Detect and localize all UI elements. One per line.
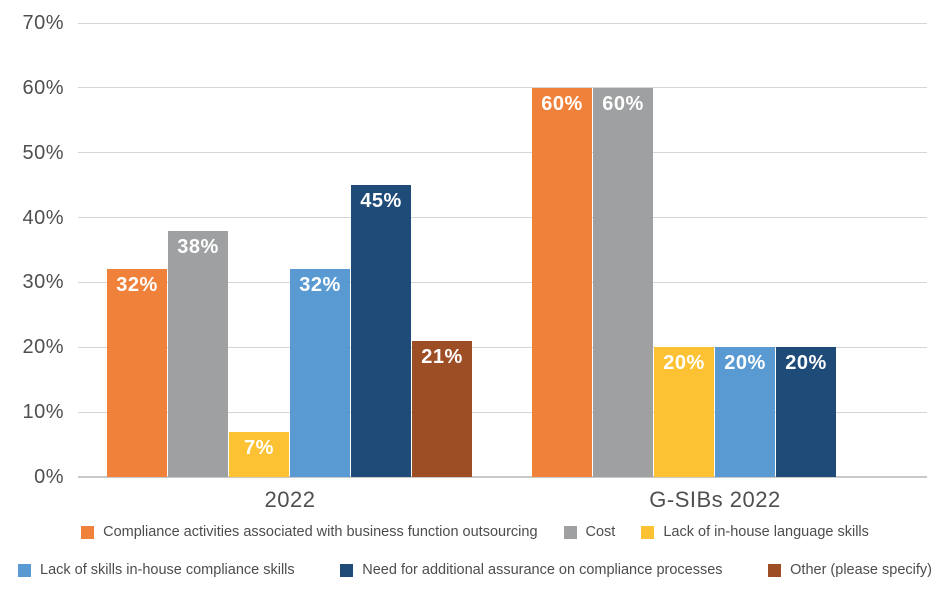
bar-1-2022: 32% [107, 269, 167, 477]
bar-1-g-sibs-2022: 60% [532, 87, 592, 477]
y-axis-tick-label: 10% [22, 401, 64, 424]
gridline [78, 87, 927, 89]
legend-item-label: Lack of skills in-house compliance skill… [40, 562, 295, 578]
y-axis-tick-label: 70% [22, 12, 64, 34]
bar-value-label: 21% [421, 345, 463, 368]
y-axis-tick-label: 0% [34, 466, 64, 488]
bar-value-label: 20% [724, 352, 766, 375]
gridline [78, 217, 927, 219]
y-axis-tick-label: 60% [22, 76, 64, 99]
legend-item-5: Need for additional assurance on complia… [340, 562, 723, 578]
legend-item-label: Lack of in-house language skills [663, 524, 869, 540]
bar-value-label: 20% [663, 352, 705, 375]
legend-row-2: Lack of skills in-house compliance skill… [0, 562, 950, 578]
legend-color-swatch-icon [768, 563, 782, 577]
legend-item-label: Cost [585, 524, 616, 540]
legend-color-swatch-icon [81, 525, 95, 539]
bar-value-label: 38% [177, 235, 219, 258]
bar-3-g-sibs-2022: 20% [654, 347, 714, 477]
y-axis-tick-label: 20% [22, 336, 64, 359]
gridline [78, 346, 927, 348]
x-axis-category-label: 2022 [264, 487, 316, 512]
gridline [78, 22, 927, 24]
y-axis-tick-label: 50% [22, 141, 64, 164]
bar-value-label: 32% [299, 274, 341, 297]
legend-item-2: Cost [563, 524, 616, 540]
legend-item-label: Compliance activities associated with bu… [103, 524, 538, 540]
legend-color-swatch-icon [18, 563, 31, 577]
bar-6-2022: 21% [412, 340, 472, 477]
legend-row-1: Compliance activities associated with bu… [0, 524, 950, 540]
bar-5-g-sibs-2022: 20% [776, 347, 836, 477]
bar-4-g-sibs-2022: 20% [715, 347, 775, 477]
bar-2-2022: 38% [168, 230, 228, 477]
x-axis-category-label: G-SIBs 2022 [649, 487, 781, 512]
legend-color-swatch-icon [563, 525, 577, 539]
bar-value-label: 20% [785, 352, 827, 375]
y-axis-tick-label: 40% [22, 206, 64, 229]
bar-value-label: 60% [541, 92, 583, 115]
legend-item-4: Lack of skills in-house compliance skill… [18, 562, 295, 578]
legend-color-swatch-icon [641, 525, 655, 539]
bar-value-label: 60% [602, 92, 644, 115]
gridline [78, 411, 927, 413]
gridline [78, 281, 927, 283]
bar-5-2022: 45% [351, 185, 411, 477]
legend-color-swatch-icon [340, 563, 354, 577]
bar-3-2022: 7% [229, 431, 289, 477]
bar-value-label: 32% [116, 274, 158, 297]
gridline [78, 476, 927, 478]
legend-item-label: Other (please specify) [790, 562, 932, 578]
legend-item-1: Compliance activities associated with bu… [81, 524, 538, 540]
y-axis-tick-label: 30% [22, 271, 64, 294]
legend-item-label: Need for additional assurance on complia… [362, 562, 723, 578]
plot-area: 32% 38% 7% 32% 45% 21% 60% 60% 20% 20% 20% [78, 22, 927, 478]
bar-4-2022: 32% [290, 269, 350, 477]
bar-value-label: 45% [360, 190, 402, 213]
bar-2-g-sibs-2022: 60% [593, 87, 653, 477]
bar-value-label: 7% [244, 436, 274, 459]
legend-item-3: Lack of in-house language skills [641, 524, 869, 540]
legend-item-6: Other (please specify) [768, 562, 932, 578]
gridline [78, 152, 927, 154]
